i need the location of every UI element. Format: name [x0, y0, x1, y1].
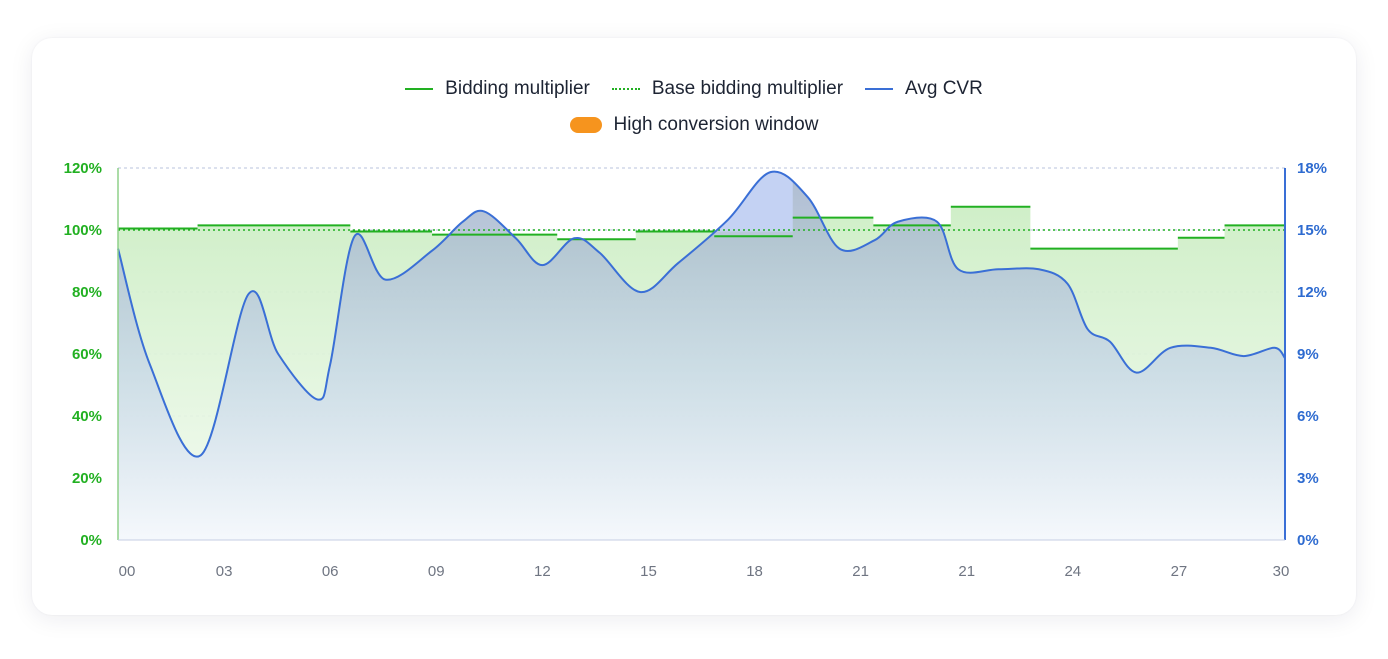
right-axis-ticks: 0% 3% 6% 9% 12% 15% 18% [1297, 160, 1327, 549]
x-tick-label: 18 [746, 563, 763, 580]
high-cvr-area [715, 171, 793, 232]
high-conversion-window-swatch [569, 117, 602, 133]
avg-cvr-line[interactable] [117, 170, 1286, 458]
left-tick-label: 120% [64, 160, 102, 177]
x-axis-ticks: 00 03 06 09 12 15 18 21 21 24 27 30 [119, 563, 1290, 580]
x-tick-label: 21 [958, 563, 975, 580]
x-tick-label: 12 [534, 563, 551, 580]
left-axis-ticks: 0% 20% 40% 60% 80% 100% 120% [64, 160, 102, 549]
left-tick-label: 80% [72, 284, 102, 301]
legend-label: Bidding multiplier [445, 78, 590, 99]
x-tick-label: 30 [1273, 563, 1290, 580]
left-tick-label: 40% [72, 408, 102, 425]
bidding-multiplier-swatch [405, 88, 434, 90]
x-tick-label: 27 [1171, 563, 1188, 580]
right-tick-label: 3% [1297, 470, 1319, 487]
right-tick-label: 15% [1297, 222, 1327, 239]
legend-label: Avg CVR [905, 78, 983, 99]
left-tick-label: 60% [72, 346, 102, 363]
legend-high-conversion-window[interactable]: High conversion window [569, 114, 819, 136]
legend-avg-cvr[interactable]: Avg CVR [865, 78, 983, 100]
left-tick-label: 100% [64, 222, 102, 239]
x-tick-label: 09 [428, 563, 445, 580]
x-tick-label: 15 [640, 563, 657, 580]
right-tick-label: 12% [1297, 284, 1327, 301]
base-bidding-multiplier-swatch [611, 88, 640, 90]
x-tick-label: 00 [119, 563, 136, 580]
left-tick-label: 20% [72, 470, 102, 487]
x-tick-label: 03 [216, 563, 233, 580]
left-tick-label: 0% [80, 532, 102, 549]
avg-cvr-swatch [865, 88, 894, 90]
right-tick-label: 0% [1297, 532, 1319, 549]
avg-cvr-area [118, 171, 1285, 540]
right-tick-label: 9% [1297, 346, 1319, 363]
right-tick-label: 18% [1297, 160, 1327, 177]
legend-label: Base bidding multiplier [651, 78, 844, 99]
x-tick-label: 06 [322, 563, 339, 580]
legend-label: High conversion window [613, 114, 819, 135]
right-tick-label: 6% [1297, 408, 1319, 425]
x-tick-label: 24 [1064, 563, 1081, 580]
legend-secondary: High conversion window [0, 114, 1388, 136]
legend-base-bidding-multiplier[interactable]: Base bidding multiplier [611, 78, 844, 100]
bidding-multiplier-steps [118, 205, 1285, 250]
legend-bidding-multiplier[interactable]: Bidding multiplier [405, 78, 590, 100]
legend: Bidding multiplier Base bidding multipli… [0, 78, 1388, 100]
x-tick-label: 21 [852, 563, 869, 580]
